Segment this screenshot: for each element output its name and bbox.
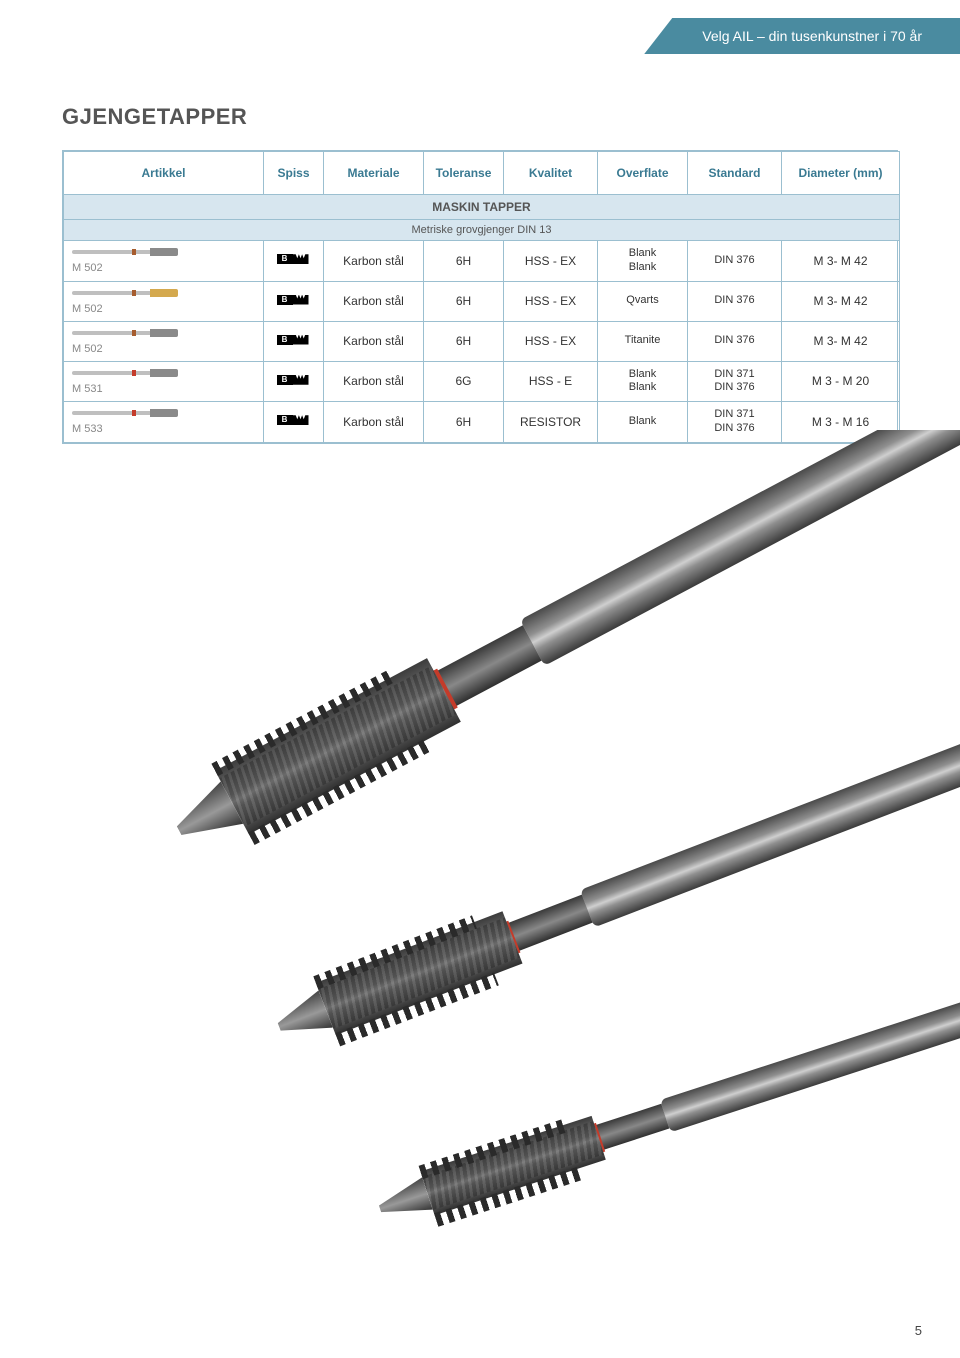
section-header: MASKIN TAPPER: [64, 195, 900, 220]
toleranse-cell: 6H: [424, 241, 504, 282]
diameter-cell: M 3- M 42: [782, 241, 900, 282]
col-artikkel: Artikkel: [64, 152, 264, 195]
section-title: MASKIN TAPPER: [64, 195, 900, 220]
article-label: M 531: [72, 383, 103, 395]
diameter-cell: M 3- M 42: [782, 321, 900, 361]
product-photo-area: [0, 430, 960, 1310]
col-materiale: Materiale: [324, 152, 424, 195]
section-subtitle: Metriske grovgjenger DIN 13: [64, 220, 900, 241]
materiale-cell: Karbon stål: [324, 321, 424, 361]
toleranse-cell: 6H: [424, 321, 504, 361]
toleranse-cell: 6G: [424, 361, 504, 402]
article-label: M 502: [72, 343, 103, 355]
spiss-icon: B: [277, 373, 311, 387]
table-row: M 502 B Karbon stål6HHSS - EXBlankBlankDIN…: [64, 241, 900, 282]
table-row: M 502 B Karbon stål6HHSS - EXTitaniteDIN 3…: [64, 321, 900, 361]
product-table: Artikkel Spiss Materiale Toleranse Kvali…: [62, 150, 898, 444]
article-cell: M 531: [64, 361, 264, 402]
header-banner: Velg AIL – din tusenkunstner i 70 år: [644, 18, 960, 54]
overflate-cell: Titanite: [598, 321, 688, 361]
article-cell: M 502: [64, 241, 264, 282]
spiss-cell: B: [264, 281, 324, 321]
table-header-row: Artikkel Spiss Materiale Toleranse Kvali…: [64, 152, 900, 195]
col-diameter: Diameter (mm): [782, 152, 900, 195]
toleranse-cell: 6H: [424, 281, 504, 321]
article-cell: M 502: [64, 321, 264, 361]
spiss-icon: B: [277, 252, 311, 266]
col-kvalitet: Kvalitet: [504, 152, 598, 195]
tap-mini-icon: [72, 408, 182, 418]
kvalitet-cell: HSS - EX: [504, 321, 598, 361]
table-row: M 531 B Karbon stål6GHSS - EBlankBlankDIN …: [64, 361, 900, 402]
section-subheader: Metriske grovgjenger DIN 13: [64, 220, 900, 241]
spiss-cell: B: [264, 361, 324, 402]
tap-mini-icon: [72, 288, 182, 298]
standard-cell: DIN 376: [688, 241, 782, 282]
diameter-cell: M 3 - M 20: [782, 361, 900, 402]
diameter-cell: M 3- M 42: [782, 281, 900, 321]
spiss-icon: B: [277, 413, 311, 427]
standard-cell: DIN 376: [688, 321, 782, 361]
page-title: GJENGETAPPER: [62, 104, 247, 130]
spiss-cell: B: [264, 241, 324, 282]
article-label: M 502: [72, 262, 103, 274]
materiale-cell: Karbon stål: [324, 361, 424, 402]
standard-cell: DIN 376: [688, 281, 782, 321]
tap-mini-icon: [72, 368, 182, 378]
spiss-cell: B: [264, 321, 324, 361]
col-standard: Standard: [688, 152, 782, 195]
col-toleranse: Toleranse: [424, 152, 504, 195]
spiss-icon: B: [277, 333, 311, 347]
col-spiss: Spiss: [264, 152, 324, 195]
tap-mini-icon: [72, 328, 182, 338]
spiss-icon: B: [277, 293, 311, 307]
materiale-cell: Karbon stål: [324, 241, 424, 282]
page-number: 5: [915, 1323, 922, 1338]
kvalitet-cell: HSS - EX: [504, 281, 598, 321]
kvalitet-cell: HSS - E: [504, 361, 598, 402]
col-overflate: Overflate: [598, 152, 688, 195]
standard-cell: DIN 371DIN 376: [688, 361, 782, 402]
table-row: M 502 B Karbon stål6HHSS - EXQvartsDIN 376…: [64, 281, 900, 321]
overflate-cell: BlankBlank: [598, 361, 688, 402]
materiale-cell: Karbon stål: [324, 281, 424, 321]
overflate-cell: BlankBlank: [598, 241, 688, 282]
kvalitet-cell: HSS - EX: [504, 241, 598, 282]
article-label: M 502: [72, 303, 103, 315]
overflate-cell: Qvarts: [598, 281, 688, 321]
tap-mini-icon: [72, 247, 182, 257]
article-cell: M 502: [64, 281, 264, 321]
